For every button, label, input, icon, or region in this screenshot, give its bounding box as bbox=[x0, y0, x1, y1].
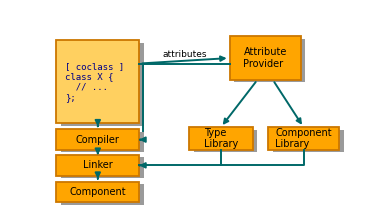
FancyBboxPatch shape bbox=[56, 40, 139, 123]
FancyBboxPatch shape bbox=[273, 130, 344, 152]
FancyBboxPatch shape bbox=[56, 155, 139, 176]
FancyBboxPatch shape bbox=[56, 129, 139, 150]
FancyBboxPatch shape bbox=[61, 157, 144, 178]
Text: Compiler: Compiler bbox=[76, 135, 120, 145]
Text: Attribute
Provider: Attribute Provider bbox=[244, 47, 287, 69]
FancyBboxPatch shape bbox=[61, 132, 144, 152]
FancyBboxPatch shape bbox=[234, 39, 305, 82]
FancyBboxPatch shape bbox=[194, 130, 257, 152]
Text: Type
Library: Type Library bbox=[204, 128, 238, 149]
FancyBboxPatch shape bbox=[61, 43, 144, 126]
Text: attributes: attributes bbox=[162, 50, 207, 58]
Text: Component
Library: Component Library bbox=[275, 128, 332, 149]
FancyBboxPatch shape bbox=[189, 127, 252, 150]
FancyBboxPatch shape bbox=[56, 182, 139, 203]
FancyBboxPatch shape bbox=[230, 36, 301, 80]
FancyBboxPatch shape bbox=[61, 184, 144, 205]
Text: [ coclass ]
class X {
  // ...
};: [ coclass ] class X { // ... }; bbox=[65, 62, 124, 102]
Text: Linker: Linker bbox=[83, 160, 113, 170]
Text: Component: Component bbox=[69, 187, 126, 197]
FancyBboxPatch shape bbox=[268, 127, 339, 150]
